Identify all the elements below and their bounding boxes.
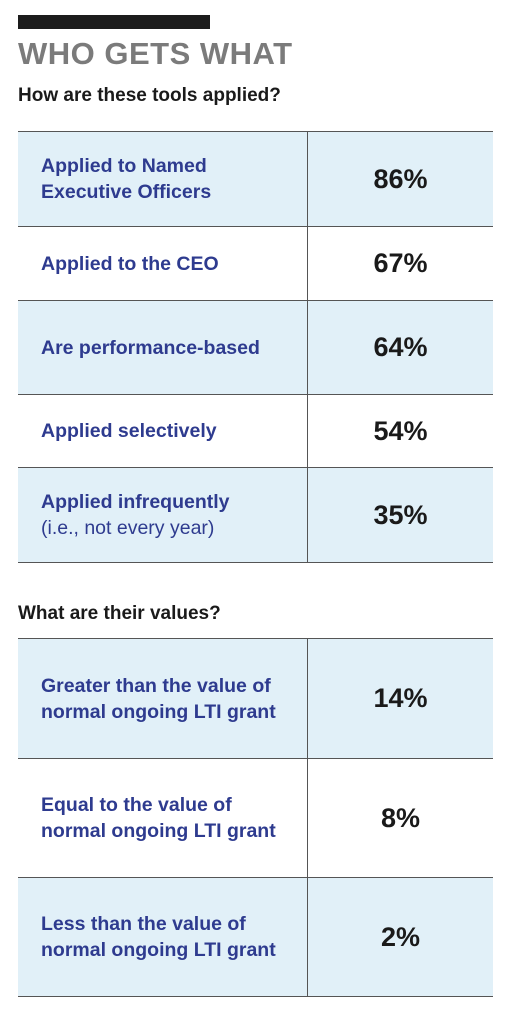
- row-label: Applied to the CEO: [18, 227, 308, 300]
- row-label-text: Applied to Named Executive Officers: [41, 155, 212, 203]
- row-label: Less than the value of normal ongoing LT…: [18, 878, 308, 996]
- row-label-text: Less than the value of normal ongoing LT…: [41, 913, 276, 961]
- row-label-text: Equal to the value of normal ongoing LTI…: [41, 794, 276, 842]
- row-label: Equal to the value of normal ongoing LTI…: [18, 759, 308, 877]
- row-label: Greater than the value of normal ongoing…: [18, 639, 308, 758]
- table-row: Applied selectively 54%: [18, 395, 493, 468]
- row-label: Are performance-based: [18, 301, 308, 394]
- row-label: Applied to Named Executive Officers: [18, 132, 308, 226]
- values-table: Greater than the value of normal ongoing…: [18, 638, 493, 997]
- applied-table: Applied to Named Executive Officers 86% …: [18, 131, 493, 563]
- table-row: Applied to Named Executive Officers 86%: [18, 132, 493, 227]
- table-row: Applied to the CEO 67%: [18, 227, 493, 301]
- table-row: Equal to the value of normal ongoing LTI…: [18, 759, 493, 878]
- row-label-text: Greater than the value of normal ongoing…: [41, 674, 276, 723]
- row-value: 35%: [373, 499, 428, 530]
- row-label-text: Are performance-based: [41, 336, 260, 359]
- table-row: Are performance-based 64%: [18, 301, 493, 395]
- row-value: 14%: [373, 683, 428, 713]
- section1-heading: How are these tools applied?: [18, 85, 281, 106]
- header-bar: [18, 15, 210, 29]
- row-value: 86%: [373, 163, 428, 194]
- row-label-text: Applied to the CEO: [41, 252, 219, 275]
- table-row: Greater than the value of normal ongoing…: [18, 639, 493, 759]
- row-value: 2%: [380, 921, 421, 952]
- row-value: 64%: [373, 332, 428, 362]
- table-row: Less than the value of normal ongoing LT…: [18, 878, 493, 997]
- row-label-text: Applied selectively: [41, 420, 217, 442]
- section2-heading: What are their values?: [18, 603, 221, 624]
- row-value: 8%: [380, 802, 421, 833]
- row-label-text: Applied infrequently: [41, 491, 230, 513]
- page-title: WHO GETS WHAT: [18, 36, 293, 71]
- row-note: (i.e., not every year): [41, 517, 215, 539]
- row-value: 67%: [373, 248, 428, 278]
- table-row: Applied infrequently (i.e., not every ye…: [18, 468, 493, 563]
- row-label: Applied selectively: [18, 395, 308, 467]
- row-value: 54%: [373, 415, 428, 446]
- row-label: Applied infrequently (i.e., not every ye…: [18, 468, 308, 562]
